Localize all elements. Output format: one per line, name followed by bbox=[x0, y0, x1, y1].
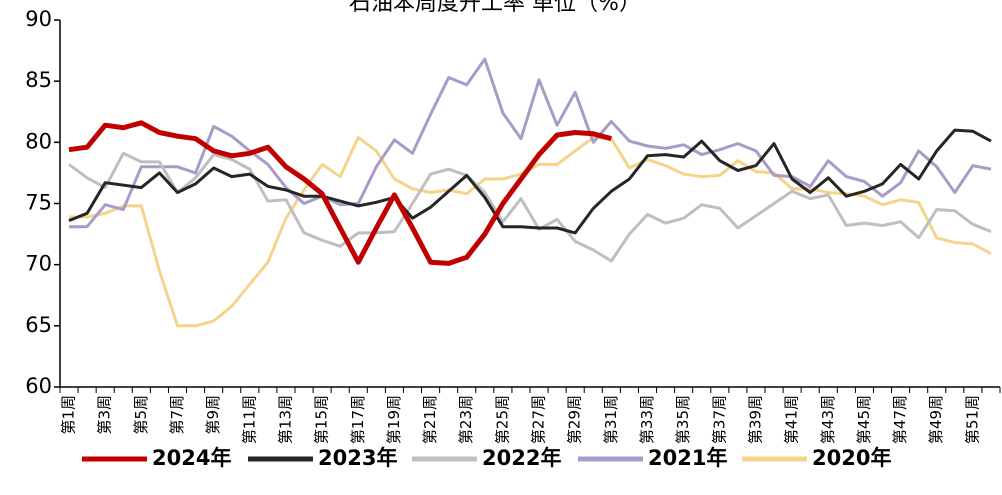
legend-label: 2024年 bbox=[152, 446, 231, 470]
x-tick-label: 第41周 bbox=[783, 395, 801, 444]
x-tick-label: 第51周 bbox=[963, 395, 981, 444]
series-line bbox=[69, 57, 992, 229]
y-tick-label: 80 bbox=[25, 129, 52, 153]
y-tick-label: 85 bbox=[25, 68, 52, 92]
x-tick-label: 第47周 bbox=[891, 395, 909, 444]
x-tick-label: 第31周 bbox=[602, 395, 620, 444]
series-line bbox=[68, 128, 992, 235]
x-tick-label: 第13周 bbox=[276, 395, 294, 444]
x-tick-label: 第43周 bbox=[819, 395, 837, 444]
legend-label: 2020年 bbox=[812, 446, 891, 470]
x-tick-label: 第9周 bbox=[204, 395, 222, 435]
legend-label: 2023年 bbox=[318, 446, 397, 470]
x-tick-label: 第1周 bbox=[60, 395, 78, 435]
x-tick-label: 第45周 bbox=[855, 395, 873, 444]
x-tick-label: 第17周 bbox=[349, 395, 367, 444]
x-tick-label: 第25周 bbox=[493, 395, 511, 444]
y-tick-label: 75 bbox=[25, 191, 52, 215]
legend-label: 2021年 bbox=[648, 446, 727, 470]
x-tick-label: 第27周 bbox=[530, 395, 548, 444]
legend-label: 2022年 bbox=[482, 446, 561, 470]
x-tick-label: 第49周 bbox=[927, 395, 945, 444]
x-tick-label: 第11周 bbox=[240, 395, 258, 444]
x-tick-label: 第33周 bbox=[638, 395, 656, 444]
x-tick-label: 第35周 bbox=[674, 395, 692, 444]
series-line bbox=[68, 151, 992, 263]
x-tick-label: 第19周 bbox=[385, 395, 403, 444]
x-tick-label: 第37周 bbox=[710, 395, 728, 444]
x-tick-label: 第39周 bbox=[746, 395, 764, 444]
x-tick-label: 第29周 bbox=[566, 395, 584, 444]
x-tick-label: 第3周 bbox=[96, 395, 114, 435]
x-tick-label: 第15周 bbox=[313, 395, 331, 444]
x-tick-label: 第7周 bbox=[168, 395, 186, 435]
chart-title: 石油苯周度开工率 单位（%） bbox=[349, 0, 641, 16]
y-tick-label: 70 bbox=[25, 252, 52, 276]
y-tick-label: 60 bbox=[25, 374, 52, 398]
y-tick-label: 90 bbox=[25, 7, 52, 31]
x-tick-label: 第23周 bbox=[457, 395, 475, 444]
x-tick-label: 第21周 bbox=[421, 395, 439, 444]
x-tick-label: 第5周 bbox=[132, 395, 150, 435]
y-tick-label: 65 bbox=[25, 313, 52, 337]
series-line bbox=[68, 120, 612, 266]
